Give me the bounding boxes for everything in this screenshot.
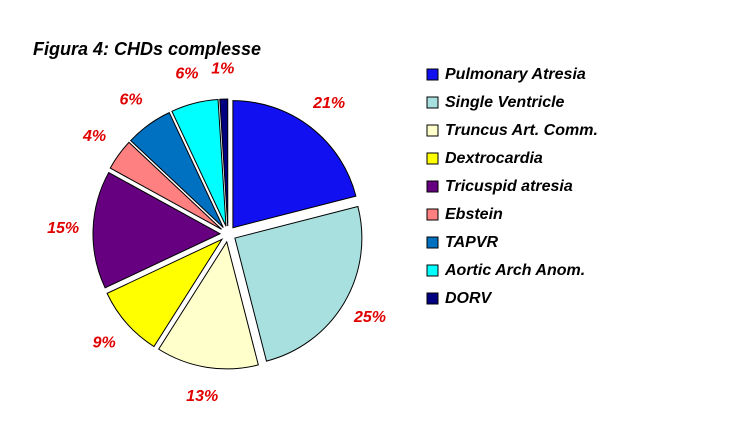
slice-label: 9% <box>93 334 116 351</box>
pie-slice <box>158 240 259 370</box>
legend-label: Dextrocardia <box>445 150 543 167</box>
legend-label: Aortic Arch Anom. <box>444 262 585 279</box>
chart-title: Figura 4: CHDs complesse <box>33 39 261 59</box>
legend-label: Ebstein <box>445 206 503 223</box>
pie-slice <box>130 111 224 228</box>
legend-swatch <box>426 208 439 221</box>
slice-label: 6% <box>119 92 142 109</box>
pie-slice <box>171 98 227 227</box>
legend-swatch <box>426 152 439 165</box>
legend-label: Single Ventricle <box>445 94 565 111</box>
slice-label: 15% <box>47 220 79 237</box>
pie-slice <box>109 141 222 230</box>
legend-label: DORV <box>445 290 493 307</box>
pie-slice <box>234 205 363 362</box>
slice-label: 1% <box>211 60 234 77</box>
legend-label: Truncus Art. Comm. <box>445 122 598 139</box>
legend-swatch <box>426 124 439 137</box>
pie-slice <box>106 238 224 348</box>
legend-label: TAPVR <box>445 234 498 251</box>
slice-label: 13% <box>186 388 218 405</box>
pie-slice <box>219 98 229 227</box>
pie-slice <box>232 100 357 229</box>
slice-label: 6% <box>175 65 198 82</box>
legend-swatch <box>426 96 439 109</box>
legend-swatch <box>426 68 439 81</box>
legend-label: Pulmonary Atresia <box>445 66 586 83</box>
legend-swatch <box>426 236 439 249</box>
pie-slice <box>92 171 222 289</box>
legend-label: Tricuspid atresia <box>445 178 573 195</box>
slice-label: 25% <box>353 309 386 326</box>
legend-swatch <box>426 264 439 277</box>
legend-swatch <box>426 180 439 193</box>
legend-swatch <box>426 292 439 305</box>
slice-label: 4% <box>82 128 106 145</box>
slice-label: 21% <box>312 95 345 112</box>
